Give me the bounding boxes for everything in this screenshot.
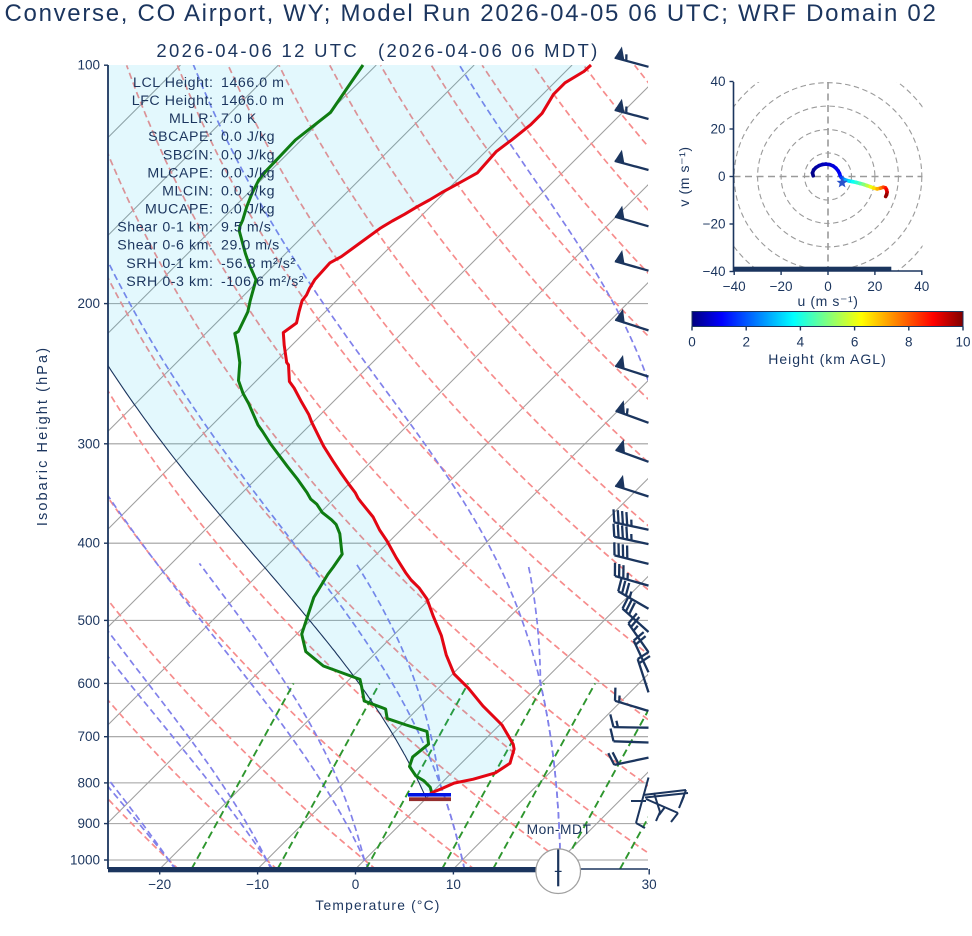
svg-text:Converse, CO Airport, WY; Mode: Converse, CO Airport, WY; Model Run 2026… bbox=[4, 0, 937, 27]
svg-text:0.0 J/kg: 0.0 J/kg bbox=[221, 165, 275, 181]
svg-text:500: 500 bbox=[77, 613, 100, 628]
svg-text:900: 900 bbox=[77, 816, 100, 831]
svg-text:0.0 J/kg: 0.0 J/kg bbox=[221, 129, 275, 145]
svg-text:LCL Height:: LCL Height: bbox=[133, 75, 213, 91]
svg-text:SRH 0-3 km:: SRH 0-3 km: bbox=[126, 274, 213, 290]
svg-text:Shear 0-1 km:: Shear 0-1 km: bbox=[117, 220, 213, 236]
svg-text:9.5 m/s: 9.5 m/s bbox=[221, 220, 271, 236]
svg-text:Shear 0-6 km:: Shear 0-6 km: bbox=[117, 238, 213, 254]
svg-text:−10: −10 bbox=[246, 877, 269, 892]
svg-text:200: 200 bbox=[77, 296, 100, 311]
svg-text:Mon-MDT: Mon-MDT bbox=[527, 822, 592, 837]
svg-text:30: 30 bbox=[642, 877, 657, 892]
svg-text:6: 6 bbox=[851, 335, 859, 350]
svg-text:Isobaric Height (hPa): Isobaric Height (hPa) bbox=[35, 346, 51, 526]
svg-text:u (m s⁻¹): u (m s⁻¹) bbox=[797, 293, 858, 309]
svg-text:0: 0 bbox=[688, 335, 696, 350]
svg-text:0: 0 bbox=[824, 279, 832, 294]
svg-text:0: 0 bbox=[718, 169, 726, 184]
svg-text:SBCIN:: SBCIN: bbox=[163, 147, 214, 163]
svg-text:Height (km AGL): Height (km AGL) bbox=[768, 351, 886, 367]
svg-text:2026-04-06 12 UTC (2026-04-06: 2026-04-06 12 UTC (2026-04-06 06 MDT) bbox=[156, 40, 599, 61]
svg-text:100: 100 bbox=[77, 58, 100, 73]
svg-text:10: 10 bbox=[955, 335, 970, 350]
svg-text:1466.0 m: 1466.0 m bbox=[221, 75, 285, 91]
svg-text:−40: −40 bbox=[723, 279, 746, 294]
svg-text:0.0 J/kg: 0.0 J/kg bbox=[221, 184, 275, 200]
svg-text:7.0 K: 7.0 K bbox=[221, 111, 257, 127]
svg-text:MLCIN:: MLCIN: bbox=[162, 184, 213, 200]
svg-text:700: 700 bbox=[77, 729, 100, 744]
svg-text:SRH 0-1 km:: SRH 0-1 km: bbox=[126, 256, 213, 272]
svg-text:−20: −20 bbox=[148, 877, 171, 892]
svg-text:1466.0 m: 1466.0 m bbox=[221, 93, 285, 109]
svg-text:300: 300 bbox=[77, 436, 100, 451]
svg-text:-56.8 m²/s²: -56.8 m²/s² bbox=[221, 256, 296, 272]
svg-text:20: 20 bbox=[710, 122, 725, 137]
svg-text:800: 800 bbox=[77, 775, 100, 790]
svg-text:4: 4 bbox=[797, 335, 805, 350]
svg-text:0.0 J/kg: 0.0 J/kg bbox=[221, 202, 275, 218]
svg-text:v (m s⁻¹): v (m s⁻¹) bbox=[676, 146, 692, 206]
svg-text:1000: 1000 bbox=[70, 853, 100, 868]
svg-text:0.0 J/kg: 0.0 J/kg bbox=[221, 147, 275, 163]
svg-text:−40: −40 bbox=[703, 264, 726, 279]
svg-text:29.0 m/s: 29.0 m/s bbox=[221, 238, 280, 254]
svg-text:MLCAPE:: MLCAPE: bbox=[147, 165, 213, 181]
svg-text:SBCAPE:: SBCAPE: bbox=[148, 129, 213, 145]
svg-text:Temperature (°C): Temperature (°C) bbox=[315, 898, 440, 913]
svg-text:0: 0 bbox=[352, 877, 360, 892]
svg-text:-106.6 m²/s²: -106.6 m²/s² bbox=[221, 274, 304, 290]
svg-text:8: 8 bbox=[905, 335, 913, 350]
svg-text:MUCAPE:: MUCAPE: bbox=[145, 202, 214, 218]
svg-text:40: 40 bbox=[914, 279, 929, 294]
svg-text:600: 600 bbox=[77, 676, 100, 691]
svg-text:20: 20 bbox=[867, 279, 882, 294]
svg-text:40: 40 bbox=[710, 74, 725, 89]
svg-text:LFC Height:: LFC Height: bbox=[132, 93, 214, 109]
svg-text:2: 2 bbox=[742, 335, 750, 350]
svg-text:MLLR:: MLLR: bbox=[169, 111, 214, 127]
svg-text:−20: −20 bbox=[770, 279, 793, 294]
svg-text:400: 400 bbox=[77, 536, 100, 551]
svg-text:10: 10 bbox=[446, 877, 461, 892]
svg-text:−20: −20 bbox=[703, 217, 726, 232]
